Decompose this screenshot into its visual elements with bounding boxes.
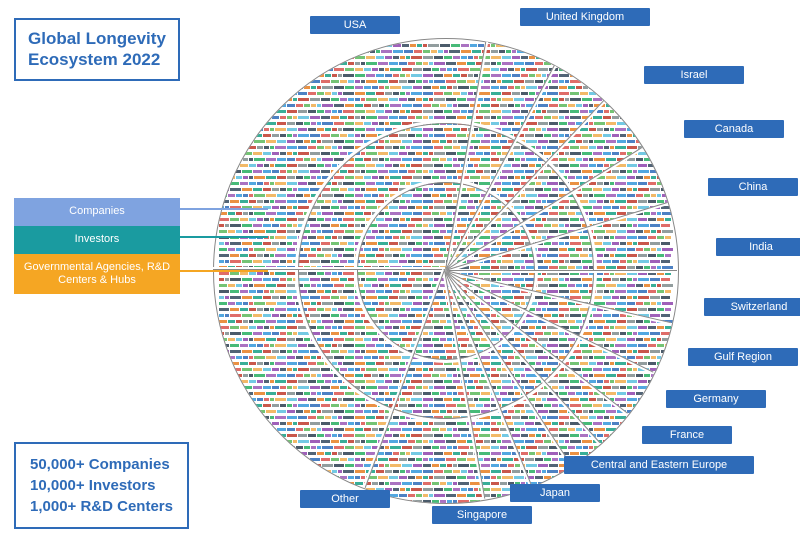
stats-box: 50,000+ Companies 10,000+ Investors 1,00… (14, 442, 189, 529)
country-canada: Canada (684, 120, 784, 138)
country-india: India (716, 238, 800, 256)
legend-connector (164, 208, 268, 210)
country-israel: Israel (644, 66, 744, 84)
country-united-kingdom: United Kingdom (520, 8, 650, 26)
stats-line2: 10,000+ Investors (30, 475, 173, 496)
stats-line3: 1,000+ R&D Centers (30, 496, 173, 517)
title-line1: Global Longevity (28, 28, 166, 49)
country-france: France (642, 426, 732, 444)
country-singapore: Singapore (432, 506, 532, 524)
country-china: China (708, 178, 798, 196)
legend-companies: Companies (14, 198, 180, 226)
stats-line1: 50,000+ Companies (30, 454, 173, 475)
title-line2: Ecosystem 2022 (28, 49, 166, 70)
legend-connector (164, 236, 268, 238)
country-germany: Germany (666, 390, 766, 408)
country-gulf-region: Gulf Region (688, 348, 798, 366)
legend-governmental-agencies-r-d-centers-hubs: Governmental Agencies, R&D Centers & Hub… (14, 254, 180, 294)
country-central-and-eastern-europe: Central and Eastern Europe (564, 456, 754, 474)
country-switzerland: Switzerland (704, 298, 800, 316)
country-other: Other (300, 490, 390, 508)
country-japan: Japan (510, 484, 600, 502)
title-box: Global Longevity Ecosystem 2022 (14, 18, 180, 81)
legend-connector (164, 270, 268, 272)
legend-investors: Investors (14, 226, 180, 254)
country-usa: USA (310, 16, 400, 34)
sector-divider-line (445, 270, 677, 271)
